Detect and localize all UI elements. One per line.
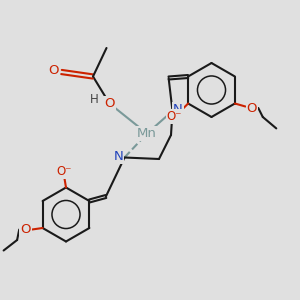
Text: O: O — [247, 101, 257, 115]
Text: O: O — [104, 97, 115, 110]
Text: O⁻: O⁻ — [167, 110, 182, 123]
Text: O: O — [20, 223, 31, 236]
Text: N: N — [114, 149, 123, 163]
Text: O⁻: O⁻ — [57, 165, 72, 178]
Text: H: H — [89, 93, 98, 106]
Text: O: O — [48, 64, 58, 77]
Text: Mn: Mn — [137, 127, 157, 140]
Text: N: N — [173, 103, 183, 116]
